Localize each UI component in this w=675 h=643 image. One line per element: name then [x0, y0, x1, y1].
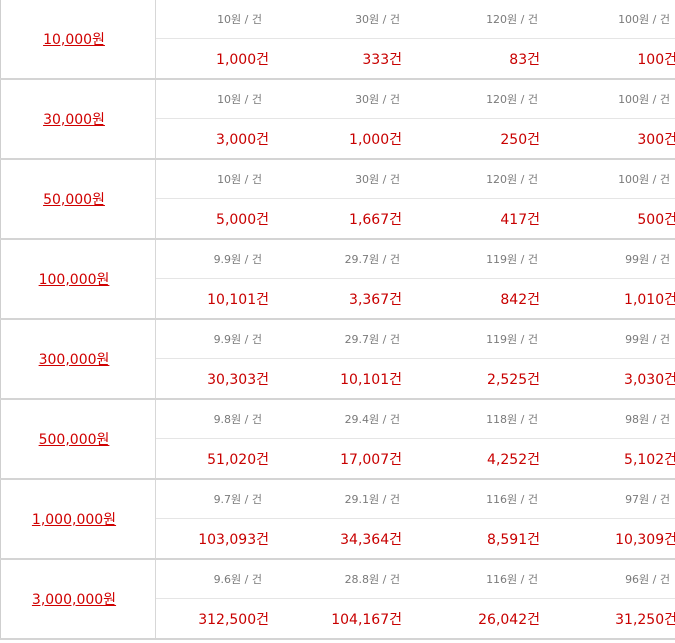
message-count: 8,591건 — [405, 518, 543, 560]
amount-link[interactable]: 10,000원 — [43, 32, 105, 48]
message-count: 312,500건 — [155, 598, 272, 640]
unit-price: 100원 / 건 — [543, 0, 675, 39]
amount-link[interactable]: 1,000,000원 — [31, 512, 117, 528]
message-count: 51,020건 — [155, 438, 272, 480]
count-row: 103,093건 34,364건 8,591건 10,309건 — [1, 518, 675, 560]
unit-price: 10원 / 건 — [155, 159, 272, 199]
message-count: 10,101건 — [272, 358, 405, 400]
unit-price: 100원 / 건 — [543, 79, 675, 119]
amount-cell: 10,000원 — [0, 0, 156, 80]
amount-cell: 1,000,000원 — [0, 479, 156, 560]
message-count: 2,525건 — [405, 358, 543, 400]
unit-price: 9.9원 / 건 — [155, 239, 272, 279]
message-count: 3,000건 — [155, 118, 272, 160]
unit-price: 119원 / 건 — [405, 319, 543, 359]
unit-price: 30원 / 건 — [272, 159, 405, 199]
message-count: 3,367건 — [272, 278, 405, 320]
message-count: 10,309건 — [543, 518, 675, 560]
unit-price: 116원 / 건 — [405, 559, 543, 599]
message-count: 34,364건 — [272, 518, 405, 560]
unit-price: 9.6원 / 건 — [155, 559, 272, 599]
amount-link[interactable]: 3,000,000원 — [31, 592, 117, 608]
unit-price: 116원 / 건 — [405, 479, 543, 519]
message-count: 500건 — [543, 198, 675, 240]
message-count: 83건 — [405, 38, 543, 80]
unit-price: 97원 / 건 — [543, 479, 675, 519]
count-row: 5,000건 1,667건 417건 500건 — [1, 198, 675, 240]
price-row: 10,000원 10원 / 건 30원 / 건 120원 / 건 100원 / 건 — [0, 0, 675, 80]
unit-price: 30원 / 건 — [272, 0, 405, 39]
message-count: 5,102건 — [543, 438, 675, 480]
message-count: 842건 — [405, 278, 543, 320]
unit-price: 120원 / 건 — [405, 79, 543, 119]
amount-link[interactable]: 500,000원 — [38, 432, 110, 448]
amount-cell: 300,000원 — [0, 319, 156, 400]
unit-price: 30원 / 건 — [272, 79, 405, 119]
amount-cell: 500,000원 — [0, 399, 156, 480]
unit-price: 120원 / 건 — [405, 0, 543, 39]
unit-price: 9.7원 / 건 — [155, 479, 272, 519]
count-row: 51,020건 17,007건 4,252건 5,102건 — [1, 438, 675, 480]
unit-price: 29.1원 / 건 — [272, 479, 405, 519]
price-row: 300,000원 9.9원 / 건 29.7원 / 건 119원 / 건 99원 / 건 — [0, 319, 675, 400]
message-count: 17,007건 — [272, 438, 405, 480]
message-count: 4,252건 — [405, 438, 543, 480]
message-count: 104,167건 — [272, 598, 405, 640]
amount-link[interactable]: 100,000원 — [38, 272, 110, 288]
message-count: 1,000건 — [272, 118, 405, 160]
amount-link[interactable]: 30,000원 — [43, 112, 105, 128]
amount-cell: 30,000원 — [0, 79, 156, 160]
message-count: 250건 — [405, 118, 543, 160]
price-row: 500,000원 9.8원 / 건 29.4원 / 건 118원 / 건 98원 / 건 — [0, 399, 675, 480]
message-count: 1,667건 — [272, 198, 405, 240]
unit-price: 29.4원 / 건 — [272, 399, 405, 439]
amount-link[interactable]: 300,000원 — [38, 352, 110, 368]
message-count: 31,250건 — [543, 598, 675, 640]
amount-link[interactable]: 50,000원 — [43, 192, 105, 208]
unit-price: 10원 / 건 — [155, 0, 272, 39]
unit-price: 118원 / 건 — [405, 399, 543, 439]
unit-price: 119원 / 건 — [405, 239, 543, 279]
unit-price: 100원 / 건 — [543, 159, 675, 199]
unit-price: 99원 / 건 — [543, 239, 675, 279]
message-count: 300건 — [543, 118, 675, 160]
message-count: 100건 — [543, 38, 675, 80]
unit-price: 9.8원 / 건 — [155, 399, 272, 439]
unit-price: 120원 / 건 — [405, 159, 543, 199]
price-row: 100,000원 9.9원 / 건 29.7원 / 건 119원 / 건 99원 / 건 — [0, 239, 675, 320]
amount-cell: 100,000원 — [0, 239, 156, 320]
unit-price: 28.8원 / 건 — [272, 559, 405, 599]
unit-price: 29.7원 / 건 — [272, 239, 405, 279]
amount-cell: 3,000,000원 — [0, 559, 156, 640]
message-count: 1,010건 — [543, 278, 675, 320]
unit-price: 9.9원 / 건 — [155, 319, 272, 359]
message-count: 417건 — [405, 198, 543, 240]
message-count: 10,101건 — [155, 278, 272, 320]
count-row: 1,000건 333건 83건 100건 — [1, 38, 675, 80]
unit-price: 99원 / 건 — [543, 319, 675, 359]
price-row: 1,000,000원 9.7원 / 건 29.1원 / 건 116원 / 건 97원 /… — [0, 479, 675, 560]
price-row: 30,000원 10원 / 건 30원 / 건 120원 / 건 100원 / 건 — [0, 79, 675, 160]
message-count: 5,000건 — [155, 198, 272, 240]
unit-price: 10원 / 건 — [155, 79, 272, 119]
count-row: 10,101건 3,367건 842건 1,010건 — [1, 278, 675, 320]
unit-price: 98원 / 건 — [543, 399, 675, 439]
count-row: 3,000건 1,000건 250건 300건 — [1, 118, 675, 160]
unit-price: 29.7원 / 건 — [272, 319, 405, 359]
price-row: 3,000,000원 9.6원 / 건 28.8원 / 건 116원 / 건 96원 /… — [0, 559, 675, 640]
message-count: 103,093건 — [155, 518, 272, 560]
message-count: 1,000건 — [155, 38, 272, 80]
message-count: 3,030건 — [543, 358, 675, 400]
message-count: 30,303건 — [155, 358, 272, 400]
count-row: 312,500건 104,167건 26,042건 31,250건 — [1, 598, 675, 640]
count-row: 30,303건 10,101건 2,525건 3,030건 — [1, 358, 675, 400]
message-count: 26,042건 — [405, 598, 543, 640]
price-row: 50,000원 10원 / 건 30원 / 건 120원 / 건 100원 / 건 — [0, 159, 675, 240]
unit-price: 96원 / 건 — [543, 559, 675, 599]
message-count: 333건 — [272, 38, 405, 80]
amount-cell: 50,000원 — [0, 159, 156, 240]
